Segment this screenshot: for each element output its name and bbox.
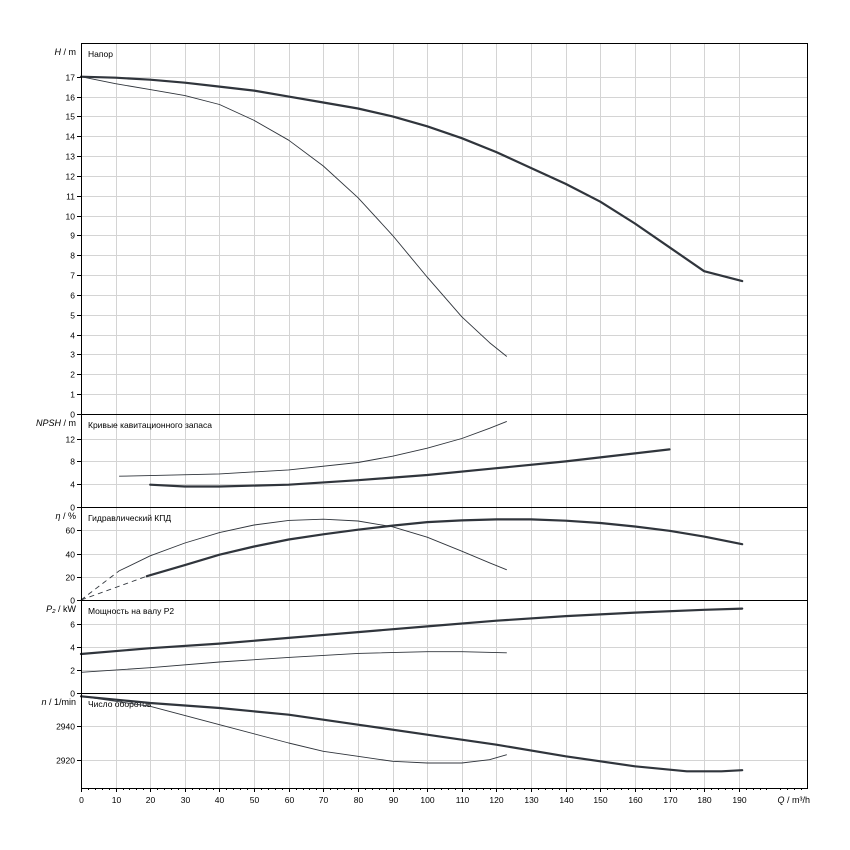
y-tick-label: 0 [70,596,75,606]
y-axis-label: η / % [55,511,76,521]
x-tick-label: 180 [697,795,711,805]
x-tick-label: 100 [420,795,434,805]
series-line-speed-0 [79,695,744,773]
y-tick-label: 5 [70,311,75,321]
y-tick-label: 4 [70,643,75,653]
x-tick-label: 130 [524,795,538,805]
y-tick-label: 0 [70,689,75,699]
series-line-efficiency-3 [80,570,120,601]
y-axis-label: n / 1/min [41,697,76,707]
x-axis: 0 10 20 30 40 50 60 70 80 90 100 110 120 130 140 150 160… [79,788,810,805]
y-axis-label: H / m [55,47,77,57]
y-tick-label: 7 [70,271,75,281]
x-tick-label: 110 [456,795,470,805]
y-tick-label: 1 [70,390,75,400]
x-tick-label: 20 [146,795,156,805]
x-tick-label: 150 [593,795,607,805]
y-tick-label: 3 [70,350,75,360]
y-tick-label: 9 [70,231,75,241]
x-tick-label: 10 [112,795,122,805]
panel-npsh: 0 4 8 12 NPSH / m Кривые кавитационного запас… [36,414,808,513]
y-tick-label: 40 [66,550,76,560]
panel-title: Кривые кавитационного запаса [88,420,212,430]
x-tick-label: 40 [215,795,225,805]
x-tick-label: 70 [319,795,329,805]
y-tick-label: 20 [66,573,76,583]
y-tick-label: 8 [70,457,75,467]
y-tick-label: 14 [66,132,76,142]
y-axis-label: P₂ / kW [46,604,76,614]
panel-title: Мощность на валу P2 [88,606,174,616]
panel-frame [81,693,808,789]
x-tick-label: 170 [663,795,677,805]
x-axis-label: Q / m³/h [777,795,810,805]
series-line-efficiency-2 [80,575,147,601]
y-axis-label: NPSH / m [36,418,76,428]
y-tick-label: 10 [66,212,76,222]
y-tick-label: 2 [70,370,75,380]
x-tick-label: 50 [250,795,260,805]
y-tick-label: 8 [70,251,75,261]
y-tick-label: 6 [70,620,75,630]
y-tick-label: 2940 [56,722,75,732]
panel-title: Гидравлический КПД [88,513,171,523]
panel-title: Напор [88,49,113,59]
y-tick-label: 15 [66,112,76,122]
series-line-head-1 [80,76,508,357]
series-line-speed-1 [80,695,507,764]
y-tick-label: 12 [66,172,76,182]
y-tick-label: 6 [70,291,75,301]
x-tick-label: 190 [732,795,746,805]
series-line-power-0 [79,607,744,656]
series-line-efficiency-1 [118,518,507,572]
panel-efficiency: 0 20 40 60 η / % Гидравлический КПД [55,507,808,606]
y-tick-label: 16 [66,93,76,103]
x-tick-label: 140 [559,795,573,805]
panel-frame [81,43,808,415]
y-tick-label: 4 [70,480,75,490]
series-line-efficiency-0 [145,518,744,578]
x-tick-label: 30 [181,795,191,805]
x-tick-label: 0 [79,795,84,805]
y-tick-label: 0 [70,503,75,513]
y-tick-label: 12 [66,435,76,445]
series-line-power-1 [80,651,507,673]
y-tick-label: 2 [70,666,75,676]
panel-power: 0 2 4 6 P₂ / kW Мощность на валу P2 [46,600,808,699]
panel-title: Число оборотов [88,699,152,709]
y-tick-label: 2920 [56,756,75,766]
y-tick-label: 4 [70,331,75,341]
x-tick-label: 90 [389,795,399,805]
x-tick-label: 60 [285,795,295,805]
series-line-npsh-1 [119,420,507,477]
y-tick-label: 0 [70,410,75,420]
series-line-head-0 [79,75,744,283]
panel-speed: 2920 2940 n / 1/min Число оборотов [41,693,808,789]
y-tick-label: 60 [66,526,76,536]
y-tick-label: 17 [66,73,76,83]
y-tick-label: 13 [66,152,76,162]
y-tick-label: 11 [66,192,75,202]
series-line-npsh-0 [149,448,671,488]
x-tick-label: 160 [628,795,642,805]
x-tick-label: 80 [354,795,364,805]
x-tick-label: 120 [489,795,503,805]
